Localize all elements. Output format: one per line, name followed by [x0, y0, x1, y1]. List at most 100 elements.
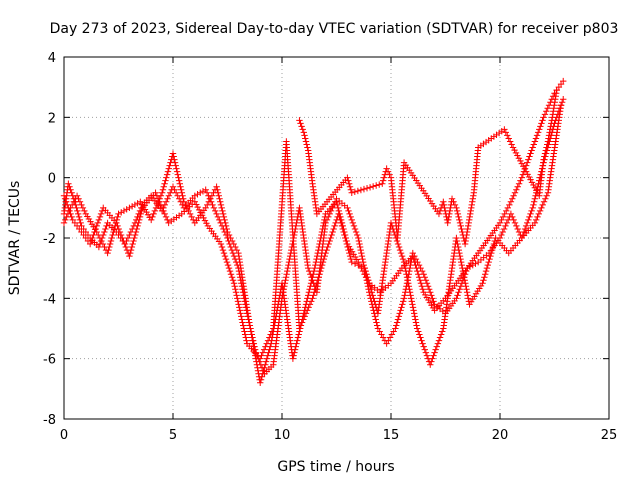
- data-point: [518, 174, 525, 181]
- data-point-fill: [259, 370, 266, 377]
- data-point-fill: [134, 200, 141, 207]
- data-point: [531, 219, 539, 227]
- data-point-fill: [247, 325, 254, 332]
- data-point: [540, 156, 547, 163]
- data-point-fill: [519, 231, 527, 239]
- data-point: [152, 189, 159, 196]
- data-point: [448, 195, 456, 202]
- data-point-fill: [343, 240, 351, 248]
- data-point-fill: [164, 195, 171, 202]
- data-point-fill: [419, 340, 426, 347]
- data-point-fill: [484, 261, 491, 269]
- data-point-fill: [122, 243, 130, 251]
- data-point-fill: [447, 204, 454, 212]
- data-point-fill: [397, 249, 405, 257]
- data-point: [383, 165, 390, 172]
- data-point-fill: [94, 219, 101, 227]
- data-point-fill: [373, 319, 380, 326]
- data-point-fill: [416, 331, 423, 338]
- data-point-fill: [513, 222, 520, 230]
- data-point-fill: [506, 201, 513, 209]
- data-point-fill: [467, 207, 474, 215]
- data-point-fill: [68, 189, 75, 196]
- data-point-fill: [454, 292, 461, 299]
- data-point-fill: [468, 204, 475, 212]
- data-point-fill: [430, 298, 437, 305]
- data-point: [169, 183, 177, 190]
- data-point-fill: [463, 228, 471, 236]
- data-point-fill: [316, 271, 323, 278]
- data-point-fill: [397, 307, 404, 314]
- data-point-fill: [457, 222, 464, 230]
- data-point-fill: [425, 286, 433, 293]
- data-point-fill: [96, 234, 104, 242]
- data-point-fill: [379, 177, 387, 184]
- data-point: [344, 174, 351, 181]
- data-point-fill: [124, 234, 132, 242]
- data-point-fill: [332, 219, 339, 227]
- data-point-fill: [193, 201, 200, 208]
- data-point-fill: [238, 316, 246, 323]
- grid: [64, 57, 609, 419]
- data-point-fill: [399, 255, 407, 263]
- data-point-fill: [521, 225, 529, 233]
- data-point-fill: [450, 198, 457, 205]
- data-point-fill: [395, 313, 403, 320]
- data-point-fill: [420, 343, 427, 350]
- data-point-fill: [264, 337, 272, 344]
- data-point-fill: [318, 261, 326, 269]
- data-point: [409, 252, 416, 260]
- data-point-fill: [470, 192, 477, 199]
- data-point-fill: [240, 325, 248, 332]
- data-point-fill: [318, 231, 325, 239]
- data-point-fill: [509, 213, 516, 221]
- data-point-fill: [415, 271, 422, 278]
- data-point-fill: [515, 155, 523, 162]
- data-point-fill: [230, 240, 237, 248]
- data-point: [400, 258, 408, 266]
- data-point-fill: [67, 210, 74, 218]
- data-point-fill: [327, 234, 334, 242]
- data-point-fill: [421, 346, 428, 353]
- data-point: [202, 186, 209, 193]
- data-point-fill: [308, 277, 315, 284]
- data-point: [560, 77, 567, 85]
- data-point-fill: [455, 289, 462, 296]
- data-point-fill: [453, 237, 461, 245]
- data-point-fill: [483, 264, 491, 272]
- data-point-fill: [238, 313, 245, 320]
- data-point-fill: [436, 334, 444, 341]
- data-point-fill: [243, 337, 250, 344]
- data-point-fill: [164, 168, 172, 175]
- data-point-fill: [236, 304, 243, 311]
- data-point-fill: [463, 231, 470, 239]
- data-point-fill: [461, 277, 468, 284]
- data-point-fill: [203, 189, 211, 196]
- data-point-fill: [90, 231, 97, 239]
- data-point-fill: [210, 204, 218, 212]
- data-point-fill: [432, 346, 439, 353]
- data-point-fill: [302, 138, 310, 145]
- data-point: [505, 135, 512, 142]
- data-point: [311, 264, 318, 272]
- data-point-fill: [500, 225, 508, 233]
- data-point: [333, 198, 340, 205]
- data-point-fill: [101, 228, 108, 236]
- data-point-fill: [456, 286, 463, 293]
- data-point-fill: [106, 240, 114, 248]
- data-point-fill: [232, 243, 239, 251]
- data-point-fill: [528, 207, 535, 215]
- data-point-fill: [548, 117, 555, 124]
- data-point: [126, 204, 133, 212]
- data-point-fill: [225, 231, 233, 239]
- data-point-fill: [228, 274, 236, 281]
- data-point-fill: [239, 322, 247, 329]
- data-point-fill: [123, 206, 130, 213]
- data-point-fill: [531, 184, 539, 191]
- data-point-fill: [469, 261, 476, 269]
- data-point-fill: [414, 267, 421, 275]
- data-point-fill: [316, 240, 323, 248]
- y-tick-label: 2: [48, 111, 56, 126]
- y-tick-label: -6: [43, 353, 56, 368]
- data-point-fill: [465, 295, 472, 302]
